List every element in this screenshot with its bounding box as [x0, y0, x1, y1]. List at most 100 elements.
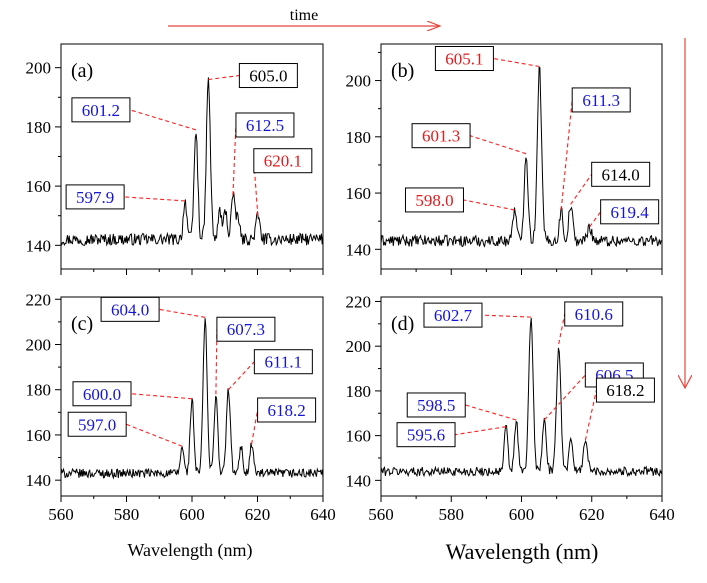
- x-tick-label: 620: [245, 505, 271, 524]
- annotation-box: [564, 301, 624, 327]
- peak-annotation: 610.6: [558, 301, 624, 345]
- spectrum-line: [60, 318, 324, 480]
- leader-line: [159, 308, 206, 318]
- annotation-box: [571, 87, 631, 113]
- peak-annotation: 595.6: [396, 422, 507, 448]
- x-tick-label: 560: [48, 505, 74, 524]
- annotation-box: [396, 422, 456, 448]
- y-tick-label: 200: [346, 337, 372, 356]
- y-tick-label: 180: [346, 382, 372, 401]
- leader-line: [454, 426, 507, 436]
- annotation-label: 619.4: [611, 203, 650, 222]
- x-tick-label: 600: [509, 505, 535, 524]
- spectrum-line: [380, 66, 663, 248]
- x-axis-title-left: Wavelength (nm): [127, 540, 252, 561]
- peak-annotation: 611.3: [560, 87, 631, 210]
- y-tick-label: 140: [346, 240, 372, 259]
- y-tick-label: 200: [26, 335, 52, 354]
- annotation-label: 601.2: [82, 101, 120, 120]
- peak-annotation: 612.5: [232, 112, 295, 196]
- leader-line: [558, 313, 566, 345]
- peak-annotation: 607.3: [215, 316, 276, 395]
- peak-annotation: 605.1: [434, 46, 540, 71]
- annotation-box: [72, 381, 132, 407]
- annotation-label: 612.5: [246, 116, 284, 135]
- x-axis-title-right: Wavelength (nm): [446, 539, 599, 564]
- leader-line: [469, 135, 527, 155]
- annotation-box: [600, 199, 660, 225]
- y-tick-label: 220: [346, 292, 372, 311]
- annotation-label: 611.1: [265, 353, 303, 372]
- peak-annotation: 601.3: [411, 123, 527, 155]
- annotation-label: 604.0: [111, 300, 149, 319]
- spectrum-line: [60, 77, 324, 247]
- leader-line: [589, 211, 602, 228]
- peak-annotation: 601.2: [71, 97, 197, 131]
- annotation-label: 605.1: [445, 50, 483, 69]
- y-tick-label: 160: [26, 177, 52, 196]
- annotation-box: [253, 148, 313, 174]
- panel-label: (a): [71, 60, 93, 82]
- x-tick-label: 600: [179, 505, 205, 524]
- annotation-label: 600.0: [83, 385, 121, 404]
- annotation-label: 595.6: [407, 426, 445, 445]
- peak-annotation: 605.0: [208, 63, 298, 89]
- y-tick-label: 220: [26, 290, 52, 309]
- x-tick-label: 620: [579, 505, 605, 524]
- annotation-label: 620.1: [264, 152, 302, 171]
- annotation-label: 618.2: [267, 401, 305, 420]
- annotation-box: [238, 63, 298, 89]
- y-tick-label: 140: [346, 471, 372, 490]
- annotation-box: [67, 411, 127, 437]
- leader-line: [463, 199, 515, 211]
- peak-annotation: 619.4: [589, 199, 660, 228]
- peak-annotation: 614.0: [570, 161, 651, 205]
- peak-annotation: 606.5: [543, 362, 644, 421]
- annotation-label: 601.3: [422, 127, 460, 146]
- annotation-label: 597.0: [78, 415, 116, 434]
- x-tick-label: 580: [114, 505, 140, 524]
- annotation-box: [100, 296, 160, 322]
- peak-annotation: 600.0: [72, 381, 193, 407]
- annotation-box: [434, 46, 494, 71]
- y-tick-label: 160: [346, 427, 372, 446]
- y-tick-label: 160: [346, 184, 372, 203]
- y-tick-label: 180: [26, 118, 52, 137]
- panel-a: 140 160 180 200 (a) 597.9 601.2 605.0 612.5 620.1: [26, 43, 324, 275]
- annotation-box: [216, 316, 276, 342]
- y-tick-label: 180: [26, 381, 52, 400]
- leader-line: [124, 196, 186, 202]
- leader-line: [584, 389, 597, 441]
- peak-annotation: 620.1: [253, 148, 313, 216]
- spectrum-line: [380, 317, 663, 478]
- peak-annotation: 597.0: [67, 411, 183, 447]
- annotation-box: [423, 302, 483, 328]
- panels: 140 160 180 200 (a) 597.9 601.2 605.0 612.5 620.1…: [26, 43, 675, 524]
- annotation-label: 597.9: [76, 188, 114, 207]
- annotation-label: 598.5: [417, 396, 455, 415]
- annotation-label: 605.0: [249, 67, 287, 86]
- panel-label: (b): [391, 60, 414, 82]
- peak-annotation: 604.0: [100, 296, 206, 322]
- annotation-box: [257, 397, 317, 423]
- peak-annotation: 618.2: [251, 397, 317, 445]
- panel-label: (d): [391, 313, 414, 335]
- leader-line: [215, 329, 218, 395]
- leader-line: [130, 393, 193, 400]
- leader-line: [208, 74, 240, 81]
- leader-line: [493, 57, 540, 68]
- leader-line: [465, 404, 517, 421]
- time-label: time: [290, 7, 318, 24]
- leader-line: [129, 109, 197, 131]
- x-tick-label: 640: [649, 505, 675, 524]
- x-tick-label: 640: [310, 505, 336, 524]
- y-tick-label: 160: [26, 426, 52, 445]
- y-tick-label: 200: [346, 72, 372, 91]
- y-tick-label: 180: [346, 128, 372, 147]
- x-tick-label: 580: [439, 505, 465, 524]
- annotation-box: [411, 123, 471, 149]
- annotation-box: [235, 112, 295, 138]
- annotation-box: [406, 392, 466, 418]
- peak-annotation: 602.7: [423, 302, 532, 328]
